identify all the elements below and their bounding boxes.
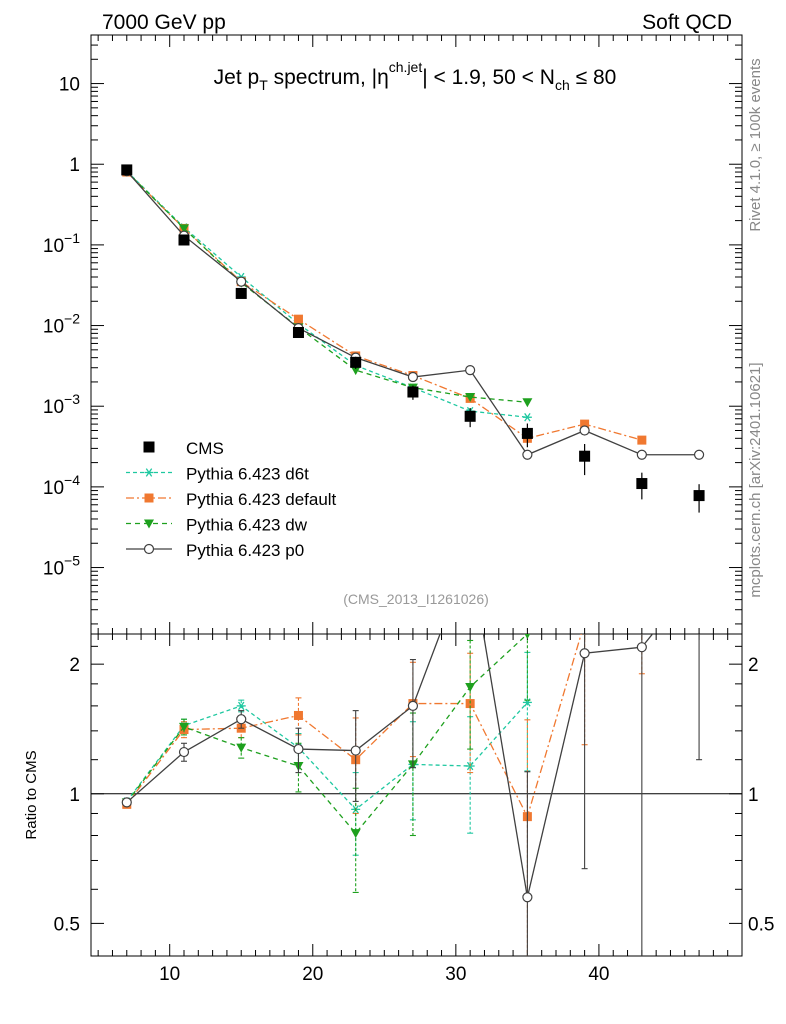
data-point — [407, 386, 419, 398]
data-point — [693, 490, 705, 502]
legend-marker — [143, 441, 155, 453]
ratio-ylabel: Ratio to CMS — [23, 750, 40, 839]
series-line-top — [126, 171, 643, 441]
series-point-top — [693, 449, 705, 460]
series-point-ratio — [466, 550, 475, 559]
legend-label: Pythia 6.423 p0 — [186, 541, 304, 560]
series-point-ratio — [522, 892, 533, 903]
x-tick-label: 10 — [159, 964, 180, 985]
series-point-top — [636, 449, 647, 460]
legend-item-series: Pythia 6.423 dw — [126, 516, 308, 535]
legend-item-series: Pythia 6.423 d6t — [126, 465, 309, 484]
y-tick-label-top: 10−4 — [43, 472, 80, 499]
series-point-ratio — [293, 710, 303, 720]
legend: CMS Pythia 6.423 d6t Pythia 6.423 default P… — [126, 439, 337, 560]
legend-marker — [144, 519, 154, 529]
series-point-top — [580, 419, 590, 429]
y-tick-label-top: 10 — [59, 75, 80, 96]
x-tick-label: 40 — [588, 964, 609, 985]
series-point-ratio — [465, 683, 476, 693]
y-tick-label-top: 10−5 — [43, 553, 80, 580]
y-tick-label-top: 10−2 — [43, 311, 80, 338]
legend-item-data: CMS — [143, 439, 224, 458]
series-point-top — [465, 393, 476, 403]
series-point-ratio — [407, 700, 419, 711]
series-point-ratio — [236, 701, 246, 711]
series-point-top — [522, 413, 532, 422]
series-point-ratio — [524, 634, 531, 639]
series-point-ratio — [465, 699, 475, 709]
ratio-plot-frame — [90, 633, 743, 957]
series-point-ratio — [580, 618, 589, 627]
data-point — [292, 327, 304, 339]
series-line-top — [126, 170, 700, 456]
plot-title: Jet pT spectrum, |ηch.jet| < 1.9, 50 < N… — [214, 59, 617, 93]
data-point — [121, 164, 133, 176]
series-point-ratio — [350, 745, 361, 756]
series-point-ratio — [636, 642, 647, 653]
series-point-top — [407, 371, 419, 383]
data-point — [464, 410, 476, 422]
data-point — [579, 450, 591, 462]
energy-label: 7000 GeV pp — [102, 11, 226, 34]
y-tick-label-ratio-right: 1 — [748, 785, 759, 806]
y-tick-label-top: 10−3 — [43, 391, 80, 418]
legend-label: Pythia 6.423 default — [186, 490, 337, 509]
y-tick-label-ratio: 0.5 — [54, 914, 80, 935]
series-point-top — [236, 276, 247, 287]
ratio-axes: 10 20 30 40 2 2 1 1 0.5 0.5 — [54, 634, 774, 985]
series-point-ratio — [637, 560, 646, 569]
y-tick-label-top: 1 — [69, 155, 80, 176]
series-line-ratio — [126, 634, 582, 819]
series-point-top — [465, 365, 476, 376]
series-point-top — [637, 435, 647, 445]
analysis-id: (CMS_2013_I1261026) — [343, 591, 489, 607]
series-point-ratio — [236, 714, 247, 725]
ratio-marks — [121, 550, 704, 956]
y-tick-label-ratio: 2 — [69, 655, 80, 676]
series-point-ratio — [121, 797, 132, 808]
data-point — [350, 356, 362, 368]
legend-marker — [144, 493, 154, 503]
series-point-top — [293, 314, 303, 324]
series-line-ratio — [126, 701, 528, 811]
top-marks — [121, 164, 705, 513]
series-point-top — [179, 224, 189, 234]
series-point-top — [522, 449, 533, 460]
series-point-ratio — [179, 722, 189, 732]
series-point-ratio — [350, 829, 361, 839]
legend-marker — [144, 468, 154, 477]
x-tick-label: 20 — [302, 964, 323, 985]
data-point — [521, 427, 533, 439]
legend-label: CMS — [186, 439, 224, 458]
x-tick-label: 30 — [445, 964, 466, 985]
y-tick-label-ratio: 1 — [69, 785, 80, 806]
y-tick-label-top: 10−1 — [43, 230, 80, 257]
legend-marker — [143, 543, 155, 555]
data-point — [235, 287, 247, 299]
y-tick-label-ratio-right: 0.5 — [748, 914, 774, 935]
series-line-top — [126, 170, 528, 418]
data-point — [178, 234, 190, 246]
data-point — [636, 478, 648, 490]
series-point-ratio — [695, 572, 704, 581]
series-point-ratio — [178, 746, 190, 758]
series-line-top — [126, 171, 528, 403]
top-axes: 10 1 10−1 10−2 10−3 10−4 10−5 — [43, 34, 743, 634]
series-point-top — [350, 366, 361, 376]
series-point-ratio — [236, 743, 247, 753]
legend-label: Pythia 6.423 dw — [186, 516, 308, 535]
y-tick-label-ratio-right: 2 — [748, 655, 759, 676]
legend-item-series: Pythia 6.423 p0 — [126, 541, 304, 560]
legend-item-series: Pythia 6.423 default — [126, 490, 337, 509]
category-label: Soft QCD — [642, 11, 732, 34]
rivet-label: Rivet 4.1.0, ≥ 100k events — [747, 58, 764, 231]
series-point-top — [522, 398, 533, 408]
series-point-ratio — [293, 743, 304, 755]
series-point-top — [579, 425, 590, 436]
legend-label: Pythia 6.423 d6t — [186, 465, 309, 484]
series-point-ratio — [579, 648, 590, 659]
mcplots-label: mcplots.cern.ch [arXiv:2401.10621] — [747, 362, 764, 597]
